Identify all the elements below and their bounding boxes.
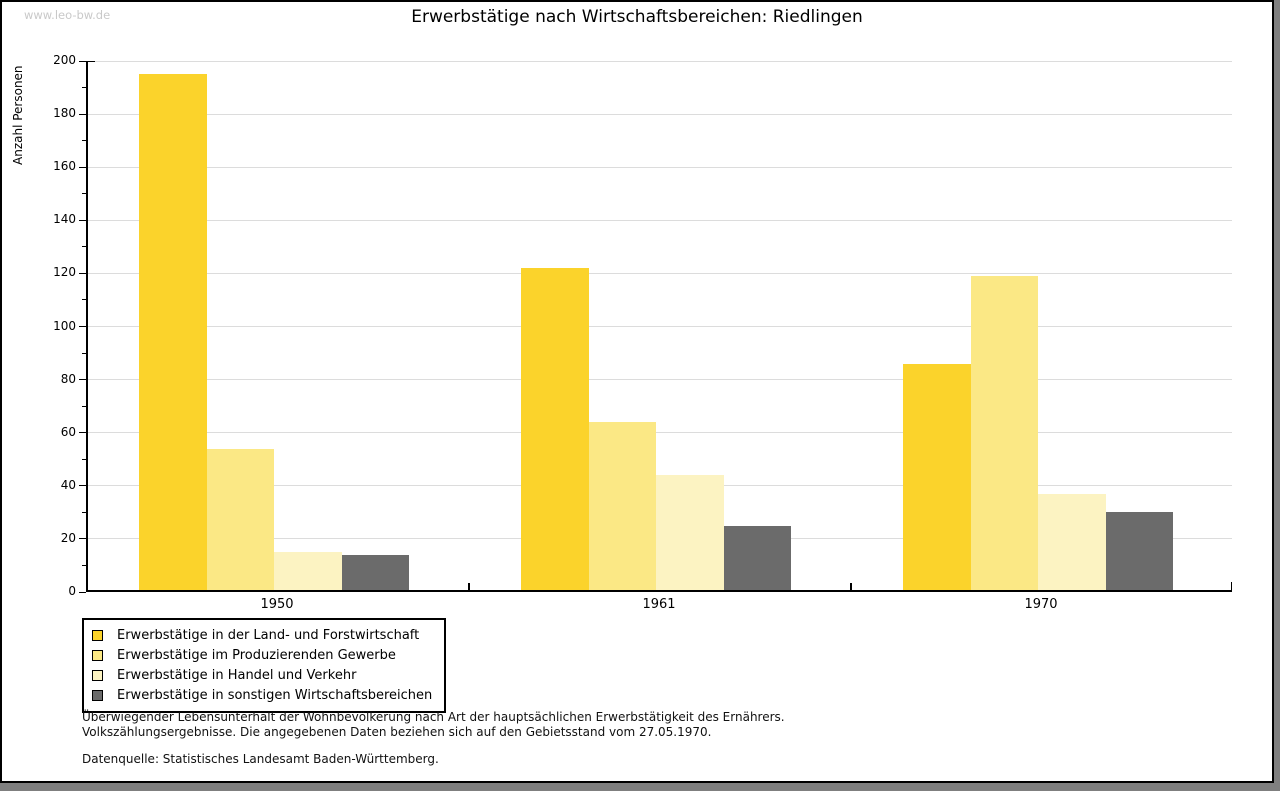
y-tick-label: 0	[68, 584, 76, 598]
y-minor-tick	[82, 299, 86, 301]
bar-1950-series4	[341, 554, 409, 592]
bar-1970-series1	[903, 363, 971, 592]
bar-1961-series4	[723, 525, 791, 592]
bar-1970-series4	[1105, 512, 1173, 592]
y-axis-endcap	[86, 61, 95, 62]
y-major-tick	[79, 326, 86, 327]
y-major-tick	[79, 166, 86, 168]
legend-label: Erwerbstätige in sonstigen Wirtschaftsbe…	[117, 687, 433, 703]
footer-source: Datenquelle: Statistisches Landesamt Bad…	[82, 752, 439, 766]
y-minor-tick	[82, 405, 86, 407]
y-major-tick	[79, 60, 86, 62]
group-boundary-tick	[850, 583, 852, 592]
x-tick-label: 1970	[1024, 597, 1058, 612]
footer-note-line2: Volkszählungsergebnisse. Die angegebenen…	[82, 724, 712, 739]
bar-1950-series3	[274, 552, 342, 592]
x-tick-label: 1950	[260, 597, 294, 612]
y-tick-label: 80	[60, 371, 76, 386]
gridline	[86, 166, 1232, 168]
y-major-tick	[79, 591, 86, 593]
y-tick-label: 60	[60, 424, 76, 439]
y-minor-tick	[82, 193, 86, 195]
legend-label: Erwerbstätige in der Land- und Forstwirt…	[117, 627, 420, 643]
y-tick-label: 40	[60, 477, 76, 492]
group-boundary-tick	[468, 583, 470, 592]
y-axis-label: Anzahl Personen	[11, 65, 25, 165]
plot-area: 1950 1961 1970 0 20 40 60 80 100 120 140 160 180 200	[53, 53, 1232, 612]
y-tick-label: 140	[53, 212, 76, 227]
gridline	[86, 272, 1232, 274]
gridline	[86, 219, 1232, 221]
bar-1950-series2	[206, 448, 274, 592]
y-tick-label: 160	[53, 159, 76, 174]
y-major-tick	[79, 379, 86, 381]
y-major-tick	[79, 538, 86, 540]
gridline	[86, 113, 1232, 115]
page-title: Erwerbstätige nach Wirtschaftsbereichen:…	[411, 7, 863, 27]
y-tick-label: 180	[53, 106, 76, 121]
y-major-tick	[79, 219, 86, 221]
y-tick-label: 20	[60, 530, 76, 545]
x-tick-label: 1961	[642, 597, 676, 612]
legend-item: Erwerbstätige in der Land- und Forstwirt…	[92, 625, 432, 645]
y-minor-tick	[82, 564, 86, 566]
legend-swatch	[92, 649, 103, 661]
legend-swatch	[92, 669, 103, 681]
legend-swatch	[92, 629, 103, 641]
gridline	[86, 432, 1232, 434]
legend-box: Erwerbstätige in der Land- und Forstwirt…	[82, 618, 447, 713]
y-major-tick	[79, 485, 86, 487]
legend-label: Erwerbstätige in Handel und Verkehr	[117, 667, 357, 683]
bar-1970-series3	[1038, 493, 1106, 592]
y-minor-tick	[82, 511, 86, 513]
y-tick-label: 200	[53, 53, 76, 67]
bar-1961-series1	[521, 268, 589, 592]
bar-1970-series2	[970, 276, 1038, 592]
y-minor-tick	[82, 458, 86, 460]
x-axis-line	[86, 590, 1232, 592]
legend-label: Erwerbstätige im Produzierenden Gewerbe	[117, 647, 396, 663]
x-axis-endcap	[1230, 582, 1232, 592]
legend-item: Erwerbstätige in Handel und Verkehr	[92, 665, 432, 685]
bar-1961-series3	[656, 475, 724, 592]
bar-1961-series2	[588, 422, 656, 592]
legend-item: Erwerbstätige in sonstigen Wirtschaftsbe…	[92, 685, 432, 705]
y-minor-tick	[82, 352, 86, 354]
y-minor-tick	[82, 140, 86, 142]
y-tick-label: 120	[53, 265, 76, 280]
footer-notes: Überwiegender Lebensunterhalt der Wohnbe…	[82, 710, 785, 739]
y-minor-tick	[82, 246, 86, 248]
y-axis-line	[86, 61, 88, 592]
y-minor-tick	[82, 87, 86, 89]
y-major-tick	[79, 272, 86, 274]
gridline	[86, 326, 1232, 327]
gridline	[86, 379, 1232, 381]
watermark: www.leo-bw.de	[24, 8, 111, 22]
legend-item: Erwerbstätige im Produzierenden Gewerbe	[92, 645, 432, 665]
footer-note-line1: Überwiegender Lebensunterhalt der Wohnbe…	[82, 710, 785, 724]
legend-swatch	[92, 689, 103, 701]
y-major-tick	[79, 432, 86, 434]
y-major-tick	[79, 113, 86, 115]
y-tick-label: 100	[53, 318, 76, 333]
bar-1950-series1	[139, 74, 207, 592]
gridline	[86, 60, 1232, 62]
